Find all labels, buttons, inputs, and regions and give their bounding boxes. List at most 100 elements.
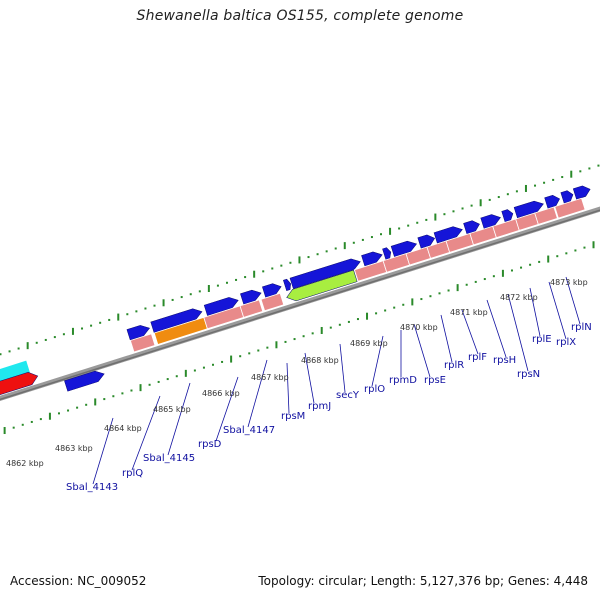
minor-tick	[289, 261, 292, 264]
major-tick	[71, 327, 74, 335]
minor-tick	[175, 375, 178, 378]
map-title: Shewanella baltica OS155, complete genom…	[136, 8, 464, 24]
gene-label: Sbal_4147	[223, 425, 275, 436]
minor-tick	[574, 249, 577, 252]
minor-tick	[180, 296, 183, 299]
label-connector	[371, 335, 384, 387]
minor-tick	[361, 238, 364, 241]
minor-tick	[488, 198, 491, 201]
green-feature-shape	[286, 269, 358, 302]
gene-labels: Sbal_4143rplQSbal_4145rpsDSbal_4147rpsMr…	[66, 322, 592, 493]
minor-tick	[76, 406, 79, 409]
red-feature-shape	[0, 371, 39, 400]
cds-forward	[560, 190, 574, 204]
cds-pink-shape	[554, 197, 586, 219]
cds-forward-shape	[501, 209, 514, 223]
minor-tick	[347, 320, 350, 323]
minor-tick	[202, 366, 205, 369]
minor-tick	[0, 353, 2, 356]
minor-tick	[121, 392, 124, 395]
feature-track	[0, 185, 591, 400]
gene-label: rplF	[468, 352, 487, 363]
minor-tick	[583, 246, 586, 249]
gene-label: rpmJ	[308, 401, 331, 412]
major-tick	[366, 312, 369, 320]
label-connector	[486, 299, 507, 358]
label-connector	[461, 309, 479, 355]
label-connector	[304, 352, 315, 404]
major-tick	[162, 299, 165, 307]
minor-tick	[8, 350, 11, 353]
minor-tick	[67, 409, 70, 412]
minor-tick	[293, 338, 296, 341]
minor-tick	[248, 352, 251, 355]
minor-tick	[21, 423, 24, 426]
gene-label: rpsM	[281, 411, 305, 422]
major-tick	[411, 298, 414, 306]
minor-tick	[189, 293, 192, 296]
minor-tick	[538, 260, 541, 263]
cds-forward	[513, 200, 544, 219]
minor-tick	[99, 321, 102, 324]
gene-label: rpsE	[424, 375, 446, 386]
minor-tick	[166, 378, 169, 381]
gene-label: secY	[336, 390, 360, 401]
minor-tick	[144, 307, 147, 310]
minor-tick	[515, 190, 518, 193]
minor-tick	[235, 278, 238, 281]
genome-stats-text: Topology: circular; Length: 5,127,376 bp…	[258, 574, 588, 588]
minor-tick	[420, 298, 423, 301]
cds-forward-shape	[417, 234, 436, 249]
major-tick	[184, 369, 187, 377]
label-connector	[507, 293, 529, 372]
label-connectors	[92, 276, 581, 485]
minor-tick	[352, 241, 355, 244]
cds-forward-shape	[283, 278, 291, 292]
label-connector	[286, 362, 290, 414]
cds-forward-shape	[513, 200, 544, 219]
cds-forward	[463, 220, 480, 235]
minor-tick	[370, 236, 373, 239]
gene-label: rpsH	[493, 355, 516, 366]
minor-tick	[311, 332, 314, 335]
kbp-scale-labels: 4862 kbp 4863 kbp 4864 kbp 4865 kbp 4866 kbp…	[6, 278, 588, 468]
minor-tick	[153, 304, 156, 307]
minor-tick	[552, 178, 555, 181]
label-connector	[215, 376, 239, 442]
minor-tick	[198, 290, 201, 293]
label-connector	[131, 395, 161, 471]
cds-pink-shape	[129, 333, 156, 353]
minor-tick	[384, 309, 387, 312]
accession-text: Accession: NC_009052	[10, 574, 147, 588]
kbp-label: 4873 kbp	[550, 278, 588, 287]
minor-tick	[316, 253, 319, 256]
minor-tick	[171, 298, 174, 301]
cds-forward-shape	[150, 308, 203, 333]
minor-tick	[262, 270, 265, 273]
cds-forward	[390, 240, 418, 258]
minor-tick	[506, 193, 509, 196]
cds-forward	[361, 251, 383, 267]
minor-tick	[393, 306, 396, 309]
major-tick	[524, 184, 527, 192]
cds-forward-shape	[480, 214, 501, 229]
kbp-label: 4872 kbp	[500, 293, 538, 302]
kbp-label: 4868 kbp	[301, 356, 339, 365]
kbp-label: 4866 kbp	[202, 389, 240, 398]
gene-label: rplO	[364, 384, 385, 395]
cds-forward-shape	[289, 258, 361, 289]
minor-tick	[216, 284, 219, 287]
minor-tick	[44, 338, 47, 341]
kbp-label: 4865 kbp	[153, 405, 191, 414]
cds-forward	[64, 370, 105, 392]
minor-tick	[85, 403, 88, 406]
minor-tick	[130, 389, 133, 392]
major-tick	[592, 241, 595, 249]
kbp-label: 4870 kbp	[400, 323, 438, 332]
label-connector	[339, 343, 346, 393]
minor-tick	[239, 355, 242, 358]
major-tick	[570, 170, 573, 178]
major-tick	[48, 412, 51, 420]
red-feature	[0, 371, 39, 400]
